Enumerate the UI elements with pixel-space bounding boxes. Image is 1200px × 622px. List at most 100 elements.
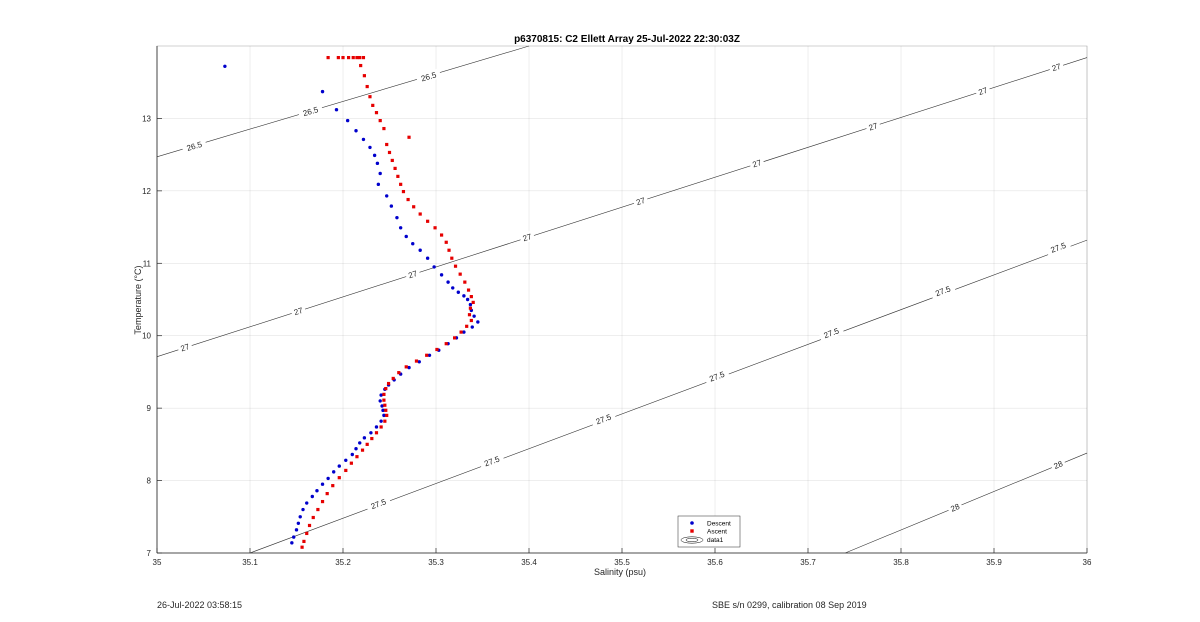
y-tick-label: 7 [147,549,152,558]
ascent-point [355,455,359,459]
contour-label-bg [929,281,956,300]
descent-point [439,273,444,277]
contour-label: 28 [1053,459,1065,471]
descent-point [468,302,473,307]
y-axis-ticks: 7 8 9 10 11 12 13 [142,114,162,558]
ascent-point [444,342,448,346]
ascent-point [467,313,472,317]
contour-label: 26.5 [186,140,204,153]
legend-item-ascent: Ascent [690,529,727,536]
contour-label: 28 [949,502,961,514]
legend-label-descent: Descent [707,521,731,528]
ascent-point [404,365,408,369]
descent-point [369,431,373,435]
contour-label: 27 [522,232,534,243]
y-tick-label: 9 [147,404,152,413]
contour-label: 26.5 [302,105,320,118]
y-tick-label: 8 [147,477,152,486]
ascent-point [378,119,382,123]
descent-point [320,89,325,94]
ascent-point [406,197,410,202]
legend-marker-descent [690,521,694,525]
density-contours: 26.526.526.527272727272727272727.527.527… [156,45,1088,554]
descent-point [326,476,330,481]
x-tick-label: 35.3 [428,558,444,567]
descent-point [456,290,461,294]
ascent-point [471,300,475,304]
contour-label-bg [518,230,536,245]
descent-point [404,234,408,239]
descent-point [298,515,302,519]
ascent-point [359,63,363,68]
plot-area [157,46,1087,553]
ascent-point [399,182,403,186]
ascent-point [386,381,391,386]
descent-point [378,171,382,176]
descent-point [465,297,470,302]
contour-label-bg [415,68,442,85]
grid [156,46,1088,554]
ascent-point [390,158,394,163]
x-tick-label: 35.7 [800,558,816,567]
contour-label: 27 [293,306,305,317]
descent-point [301,507,305,512]
descent-point [379,419,383,423]
ascent-point [382,398,386,402]
legend-marker-ascent [690,529,694,533]
ascent-point [351,55,355,60]
ascent-point [349,461,353,465]
ascent-point [426,219,430,223]
y-axis-label: Temperature (°C) [133,265,143,334]
x-tick-label: 35.5 [614,558,630,567]
descent-point [432,265,436,269]
density-contour-line [156,45,530,158]
contour-label-bg [365,494,392,513]
ascent-point [341,55,345,60]
legend-contour-icon-inner [685,537,699,543]
contour-label: 27 [179,342,191,353]
legend-item-descent: Descent [690,521,731,528]
ascent-point [383,403,387,407]
descent-point [379,393,383,397]
descent-point [425,256,430,260]
ascent-point [453,264,458,268]
descent-point [294,528,299,532]
descent-point [315,489,319,493]
descent-point [223,64,227,68]
ascent-point [401,189,406,194]
descent-point [446,280,450,284]
ascent-point [382,126,386,131]
ascent-point [337,476,341,480]
ascent-point [425,353,429,357]
ascent-point [384,386,388,391]
descent-point [292,535,296,539]
descent-point [385,194,389,198]
descent-point [375,161,380,166]
ascent-point [407,135,411,139]
descent-point [395,215,399,220]
descent-point [374,425,379,429]
ascent-point [305,531,309,536]
descent-point [472,314,476,318]
contour-label-bg [290,304,307,318]
x-axis-ticks: 35 35.1 35.2 35.3 35.4 35.5 35.6 35.7 35.8 35.9 36 [153,548,1092,567]
descent-point [354,129,358,133]
descent-point [476,320,480,324]
data-points [223,55,480,549]
ascent-point [418,212,422,216]
footer-timestamp: 26-Jul-2022 03:58:15 [157,600,243,610]
ascent-point [302,539,306,544]
ascent-point [387,150,392,155]
contour-label-bg [297,102,324,120]
ascent-point [370,436,374,441]
contour-label-bg [974,84,992,98]
x-tick-label: 35.8 [893,558,909,567]
contour-label: 27 [407,269,419,280]
x-tick-label: 35.1 [242,558,258,567]
ascent-point [435,347,439,352]
descent-point [462,294,466,298]
ascent-point [396,174,400,178]
ascent-point [346,55,351,60]
descent-point [344,458,348,462]
y-tick-label: 10 [142,332,151,341]
